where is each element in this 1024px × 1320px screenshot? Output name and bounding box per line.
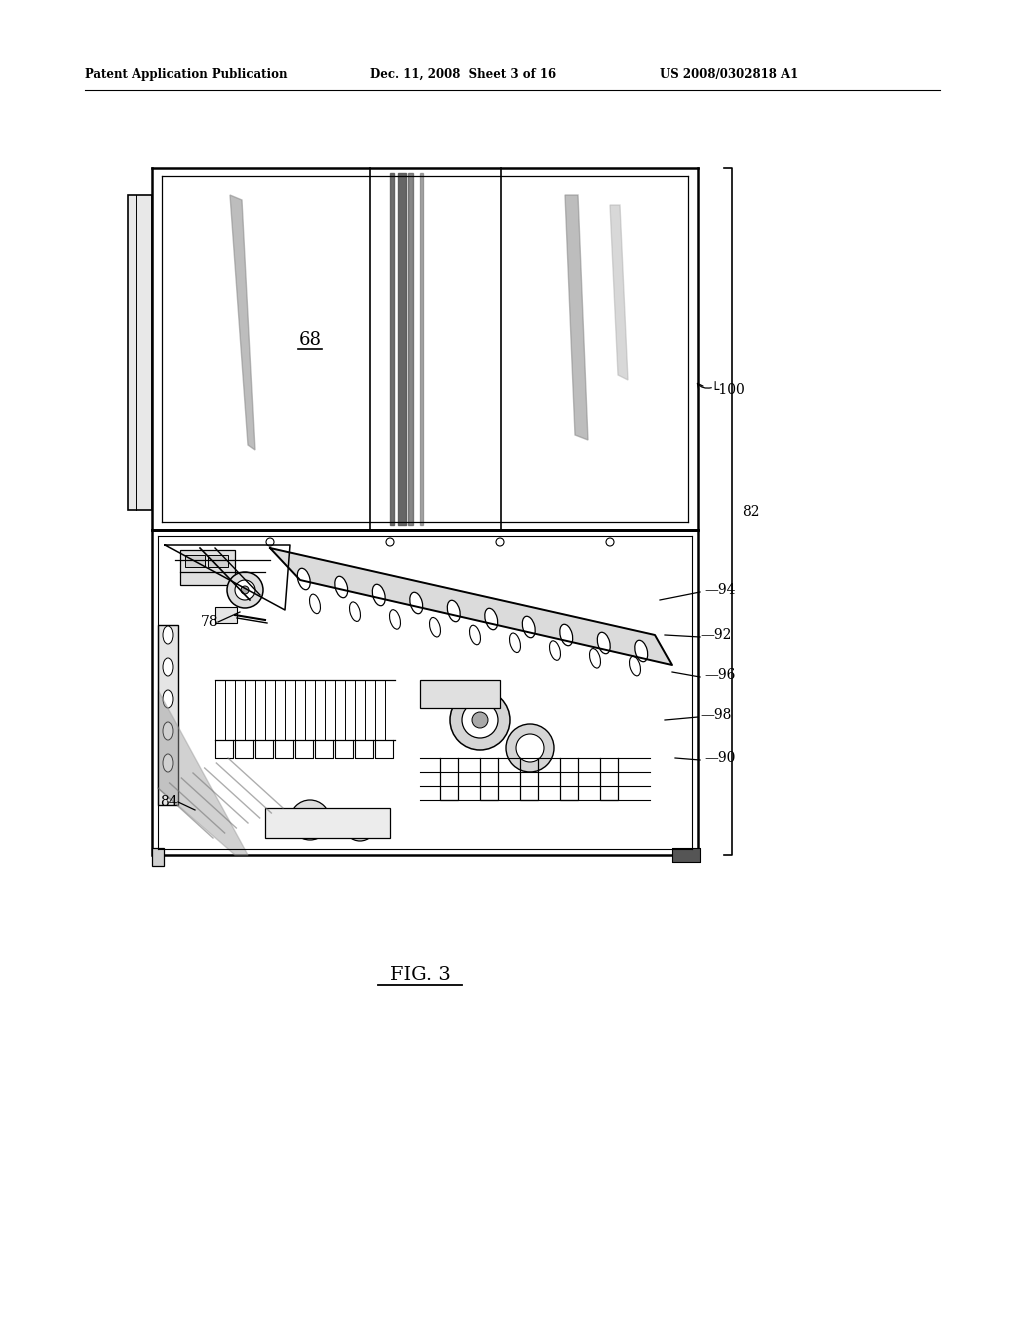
- Ellipse shape: [163, 657, 173, 676]
- Polygon shape: [158, 690, 248, 855]
- Text: 84: 84: [161, 795, 178, 809]
- Text: 78: 78: [201, 615, 218, 630]
- Ellipse shape: [429, 618, 440, 638]
- Text: Dec. 11, 2008  Sheet 3 of 16: Dec. 11, 2008 Sheet 3 of 16: [370, 69, 556, 81]
- Circle shape: [472, 711, 488, 729]
- Bar: [185, 554, 205, 568]
- Text: FIG. 3: FIG. 3: [389, 966, 451, 983]
- Text: —90: —90: [705, 751, 735, 766]
- Text: —98: —98: [700, 708, 731, 722]
- Circle shape: [496, 539, 504, 546]
- Ellipse shape: [163, 626, 173, 644]
- Ellipse shape: [410, 593, 423, 614]
- Bar: [152, 531, 698, 855]
- Polygon shape: [610, 205, 628, 380]
- Text: US 2008/0302818 A1: US 2008/0302818 A1: [660, 69, 799, 81]
- Ellipse shape: [522, 616, 536, 638]
- Ellipse shape: [630, 656, 640, 676]
- Circle shape: [290, 800, 330, 840]
- Text: 68: 68: [299, 331, 322, 348]
- Ellipse shape: [590, 648, 600, 668]
- Ellipse shape: [389, 610, 400, 630]
- Bar: [152, 847, 164, 866]
- Bar: [672, 847, 700, 862]
- Ellipse shape: [335, 577, 348, 598]
- Circle shape: [266, 539, 274, 546]
- Circle shape: [506, 723, 554, 772]
- Text: Patent Application Publication: Patent Application Publication: [85, 69, 288, 81]
- Polygon shape: [230, 195, 255, 450]
- Ellipse shape: [163, 754, 173, 772]
- Ellipse shape: [510, 634, 520, 652]
- Bar: [265, 808, 390, 838]
- Ellipse shape: [635, 640, 648, 661]
- Text: —96: —96: [705, 668, 735, 682]
- Bar: [158, 624, 178, 805]
- Ellipse shape: [550, 640, 560, 660]
- Circle shape: [227, 572, 263, 609]
- Polygon shape: [398, 173, 406, 525]
- Polygon shape: [270, 548, 672, 665]
- Circle shape: [606, 539, 614, 546]
- Ellipse shape: [597, 632, 610, 653]
- Bar: [128, 195, 152, 510]
- Circle shape: [299, 809, 321, 832]
- Ellipse shape: [447, 601, 460, 622]
- Text: └100: └100: [710, 383, 744, 397]
- Bar: [180, 550, 234, 585]
- Polygon shape: [408, 173, 413, 525]
- Ellipse shape: [297, 569, 310, 590]
- Text: —92: —92: [700, 628, 731, 642]
- Ellipse shape: [373, 585, 385, 606]
- Circle shape: [386, 539, 394, 546]
- Ellipse shape: [560, 624, 572, 645]
- Bar: [208, 554, 228, 568]
- Text: 82: 82: [742, 504, 760, 519]
- Ellipse shape: [163, 690, 173, 708]
- Circle shape: [344, 809, 376, 841]
- Ellipse shape: [484, 609, 498, 630]
- Circle shape: [462, 702, 498, 738]
- Ellipse shape: [349, 602, 360, 622]
- Ellipse shape: [470, 626, 480, 644]
- Ellipse shape: [309, 594, 321, 614]
- Polygon shape: [390, 173, 394, 525]
- Circle shape: [234, 579, 255, 601]
- Text: —94: —94: [705, 583, 735, 597]
- Circle shape: [516, 734, 544, 762]
- Polygon shape: [420, 173, 423, 525]
- Polygon shape: [565, 195, 588, 440]
- Bar: [420, 680, 500, 708]
- Bar: [215, 607, 237, 623]
- Circle shape: [450, 690, 510, 750]
- Ellipse shape: [163, 722, 173, 741]
- Circle shape: [241, 586, 249, 594]
